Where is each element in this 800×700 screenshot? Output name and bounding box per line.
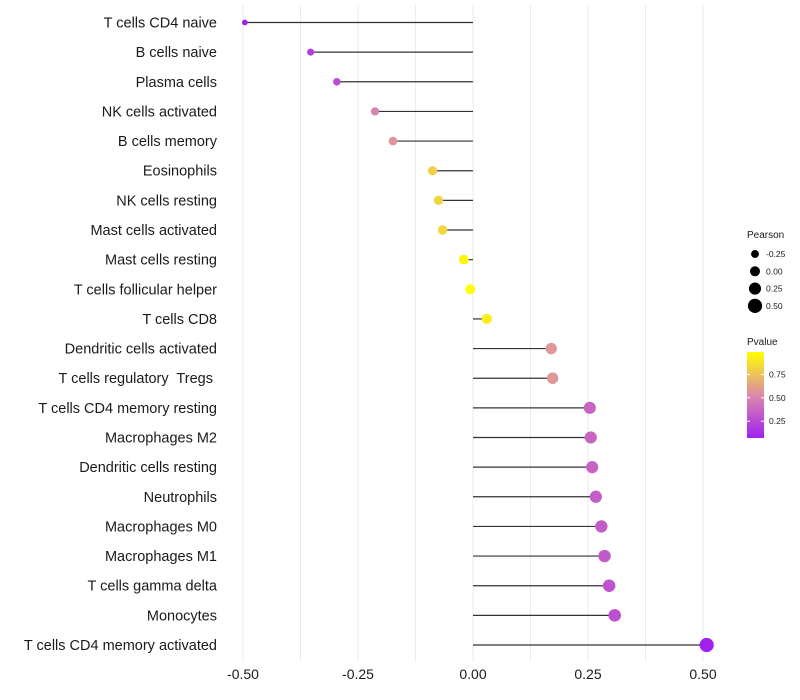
y-label-1: B cells naive [136, 45, 217, 61]
size-legend-key-1 [750, 266, 760, 277]
y-label-6: NK cells resting [116, 193, 217, 209]
point-9 [465, 284, 476, 295]
point-12 [546, 372, 559, 384]
point-13 [583, 401, 596, 414]
y-label-5: Eosinophils [143, 164, 217, 180]
y-label-10: T cells CD8 [142, 312, 217, 328]
y-label-11: Dendritic cells activated [65, 342, 217, 358]
size-legend-key-3 [747, 298, 763, 313]
y-label-19: T cells gamma delta [88, 579, 218, 595]
pvalue-colorbar [747, 352, 764, 438]
point-14 [584, 431, 597, 444]
point-18 [598, 549, 611, 563]
x-tick-label-2: 0.00 [459, 666, 486, 682]
point-19 [602, 579, 616, 592]
y-label-16: Neutrophils [144, 490, 217, 506]
pearson-legend-title: Pearson [747, 230, 784, 241]
x-axis-labels: -0.50 -0.25 0.00 0.25 0.50 [227, 666, 717, 682]
x-tick-label-1: -0.25 [342, 666, 374, 682]
size-legend-label-2: 0.25 [766, 284, 783, 294]
y-label-0: T cells CD4 naive [104, 16, 217, 32]
y-label-14: Macrophages M2 [105, 431, 217, 447]
point-3 [370, 107, 380, 116]
size-legend-label-3: 0.50 [766, 301, 783, 311]
size-legend-label-0: -0.25 [766, 249, 786, 259]
point-6 [433, 195, 444, 206]
pvalue-legend-title: Pvalue [747, 337, 778, 348]
y-label-9: T cells follicular helper [74, 282, 217, 298]
point-5 [427, 166, 438, 176]
y-label-13: T cells CD4 memory resting [38, 401, 217, 417]
x-tick-label-4: 0.50 [689, 666, 716, 682]
colorbar-label-1: 0.50 [769, 393, 786, 403]
y-label-2: Plasma cells [136, 75, 217, 91]
colorbar-label-2: 0.75 [769, 369, 786, 379]
point-16 [589, 490, 602, 503]
y-label-7: Mast cells activated [90, 223, 217, 239]
grid-lines [242, 5, 704, 662]
pearson-size-legend: Pearson -0.25 0.00 0.25 0.50 [747, 230, 786, 313]
y-label-18: Macrophages M1 [105, 549, 217, 565]
points [241, 19, 714, 653]
size-legend-label-1: 0.00 [766, 266, 783, 276]
size-legend-key-2 [748, 282, 762, 295]
y-label-21: T cells CD4 memory activated [24, 638, 217, 654]
y-label-3: NK cells activated [102, 104, 217, 120]
stems [244, 21, 707, 646]
point-20 [608, 609, 621, 622]
colorbar-label-0: 0.25 [769, 416, 786, 426]
point-4 [388, 136, 398, 146]
point-21 [699, 637, 714, 653]
point-1 [307, 48, 315, 56]
y-label-12: T cells regulatory Tregs [59, 371, 218, 387]
point-2 [333, 78, 341, 86]
point-8 [458, 254, 469, 265]
pvalue-color-legend: Pvalue 0.25 0.50 0.75 [747, 337, 786, 438]
point-15 [586, 461, 599, 474]
y-label-20: Monocytes [147, 608, 217, 624]
x-tick-label-3: 0.25 [574, 666, 601, 682]
y-axis-labels: T cells CD4 naive B cells naive Plasma cel… [24, 16, 218, 655]
point-10 [481, 313, 492, 325]
point-7 [437, 225, 448, 235]
y-label-4: B cells memory [118, 134, 218, 150]
y-label-8: Mast cells resting [105, 253, 217, 269]
y-label-15: Dendritic cells resting [79, 460, 217, 476]
point-0 [241, 19, 248, 26]
y-label-17: Macrophages M0 [105, 519, 217, 535]
point-17 [595, 520, 608, 533]
point-11 [545, 342, 557, 355]
x-tick-label-0: -0.50 [227, 666, 259, 682]
size-legend-key-0 [751, 250, 759, 258]
